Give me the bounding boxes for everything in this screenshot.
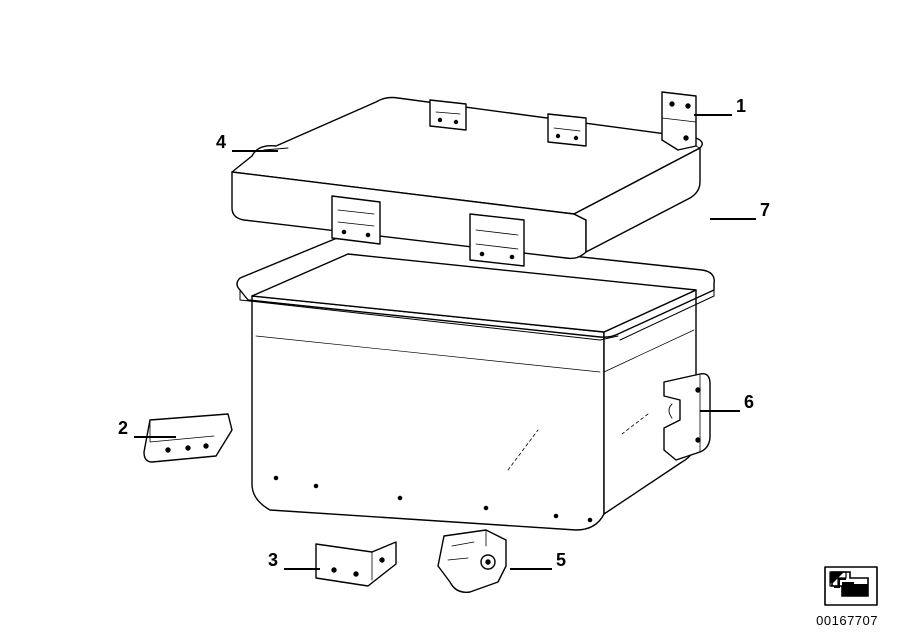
callout-2-leader <box>134 436 176 438</box>
callout-4-label: 4 <box>216 132 226 153</box>
callout-6-leader <box>700 410 740 412</box>
lid-assembly <box>232 98 702 267</box>
callout-2-label: 2 <box>118 418 128 439</box>
edge-guard-left <box>144 414 232 462</box>
latch-receiver-right <box>664 374 710 460</box>
callout-5-label: 5 <box>556 550 566 571</box>
callout-7-label: 7 <box>760 200 770 221</box>
diagram-canvas: 1 2 3 4 5 6 7 00167707 <box>0 0 900 636</box>
document-number: 00167707 <box>816 613 878 628</box>
hinge-bracket <box>662 92 696 150</box>
callout-5-leader <box>510 568 552 570</box>
callout-6-label: 6 <box>744 392 754 413</box>
lock-latch-front <box>438 530 506 592</box>
callout-3-label: 3 <box>268 550 278 571</box>
corner-bracket <box>316 542 396 586</box>
corner-nav-icon <box>824 566 878 606</box>
callout-7-leader <box>710 218 756 220</box>
parts-drawing <box>0 0 900 636</box>
callout-3-leader <box>284 568 320 570</box>
callout-1-leader <box>694 114 732 116</box>
callout-4-leader <box>232 150 278 152</box>
box-body <box>252 254 696 530</box>
callout-1-label: 1 <box>736 96 746 117</box>
